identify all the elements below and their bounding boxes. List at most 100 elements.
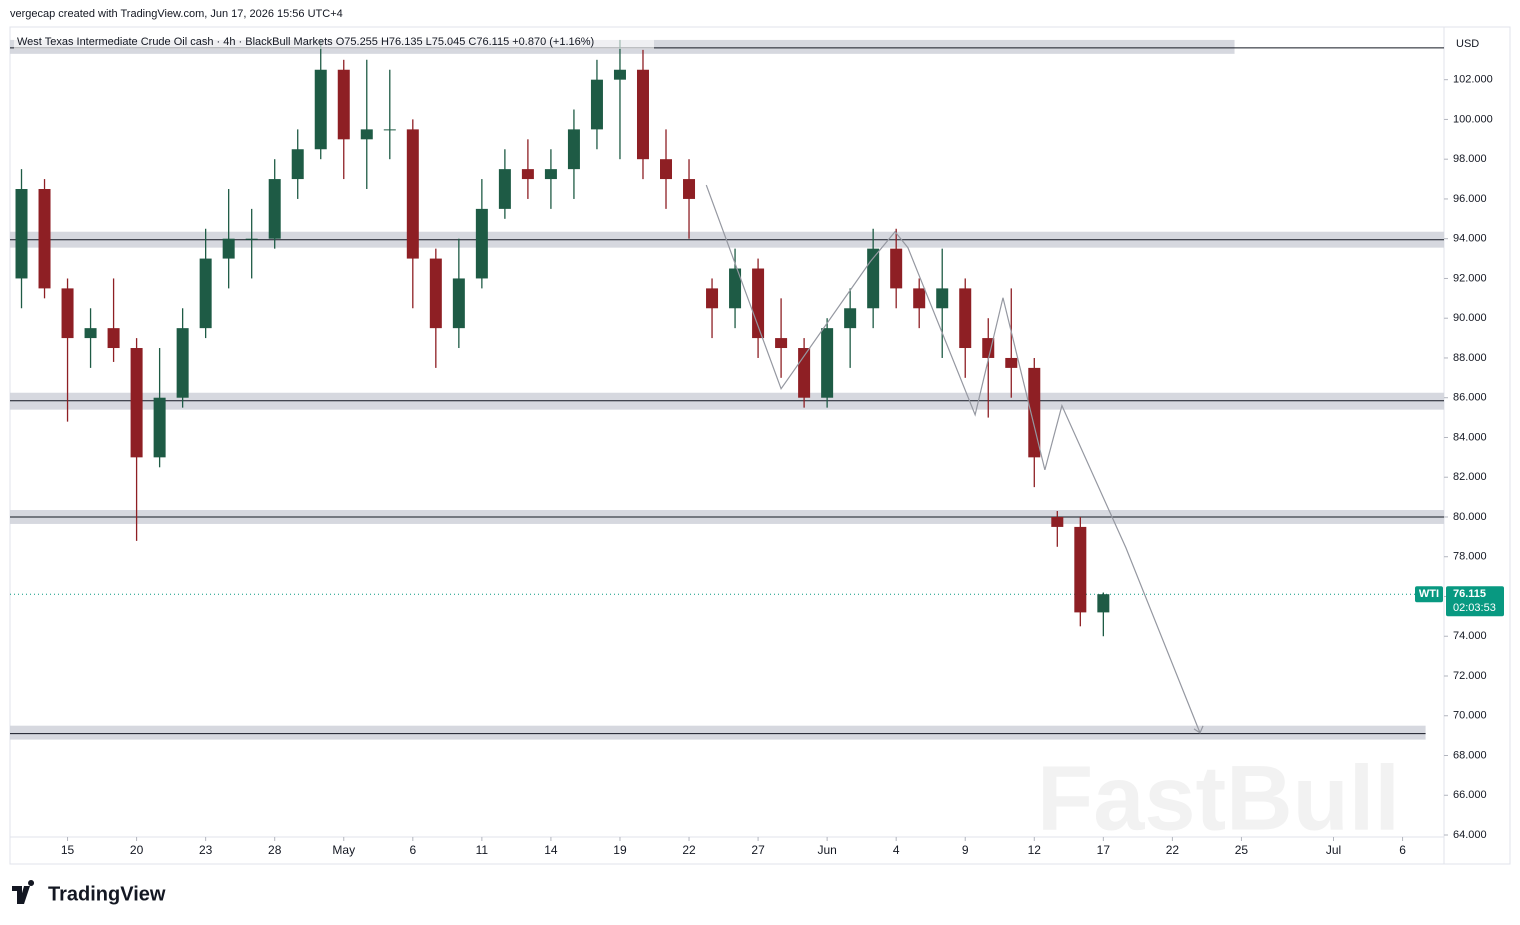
x-tick-label: 25 [1235, 843, 1249, 857]
candle-body [222, 238, 235, 259]
frame [9, 26, 1511, 865]
candle-body [613, 69, 626, 80]
x-tick-label: 22 [682, 843, 696, 857]
candle-body [429, 258, 442, 329]
candle-body [314, 69, 327, 150]
y-tick-label: 66.000 [1453, 789, 1487, 801]
candle-body [176, 328, 189, 398]
candle-body [775, 338, 788, 349]
candle-body [729, 268, 742, 309]
candle-body [268, 179, 281, 239]
x-tick-label: 14 [544, 843, 558, 857]
symbol-label: WTI [1419, 588, 1439, 600]
y-tick-label: 78.000 [1453, 551, 1487, 563]
countdown-label: 02:03:53 [1453, 602, 1496, 614]
x-tick-label: 17 [1097, 843, 1111, 857]
candle-body [867, 248, 880, 309]
candle-body [199, 258, 212, 329]
y-tick-label: 96.000 [1453, 193, 1487, 205]
candle-body [291, 149, 304, 180]
x-tick-label: 22 [1166, 843, 1180, 857]
y-tick-label: 84.000 [1453, 431, 1487, 443]
y-tick-label: 72.000 [1453, 670, 1487, 682]
candle-body [130, 348, 143, 458]
candle-body [590, 79, 603, 130]
candle-body [360, 129, 373, 140]
candle-body [959, 288, 972, 349]
sr-zone [10, 725, 1426, 740]
x-tick-label: 28 [268, 843, 282, 857]
candle-body [683, 179, 696, 199]
x-tick-label: 4 [893, 843, 900, 857]
legend-bg [14, 35, 654, 49]
x-tick-label: 11 [476, 843, 489, 857]
candle-body [475, 208, 488, 279]
tradingview-logo [12, 880, 35, 904]
legend: West Texas Intermediate Crude Oil cash ·… [17, 36, 594, 48]
candle-body [660, 159, 673, 180]
candle-body [383, 129, 396, 131]
candle-body [15, 189, 28, 279]
y-tick-label: 80.000 [1453, 511, 1487, 523]
x-tick-label: 12 [1028, 843, 1042, 857]
y-tick-label: 102.000 [1453, 74, 1493, 86]
y-tick-label: 68.000 [1453, 749, 1487, 761]
x-tick-label: Jul [1326, 843, 1341, 857]
y-tick-label: 64.000 [1453, 829, 1487, 841]
x-tick-label: 6 [409, 843, 416, 857]
candle-body [61, 288, 74, 339]
x-tick-label: 15 [61, 843, 75, 857]
candle-body [406, 129, 419, 259]
watermark: FastBull [1037, 747, 1400, 849]
y-tick-label: 74.000 [1453, 630, 1487, 642]
y-tick-label: 90.000 [1453, 312, 1487, 324]
candle-body [153, 397, 166, 458]
candle-body [1074, 526, 1087, 613]
price-label: 76.115 [1453, 588, 1486, 600]
candle-body [337, 69, 350, 140]
candle-body [1051, 516, 1064, 527]
candle-body [636, 69, 649, 160]
candle-body [84, 328, 97, 339]
x-tick-label: 23 [199, 843, 213, 857]
brand: TradingView [48, 883, 166, 905]
candle-body [844, 308, 857, 329]
candle-body [107, 328, 120, 349]
candle-body [452, 278, 465, 329]
candle-body [567, 129, 580, 170]
x-tick-label: 6 [1399, 843, 1406, 857]
x-tick-label: May [332, 843, 355, 857]
y-tick-label: 86.000 [1453, 392, 1487, 404]
x-tick-label: 20 [130, 843, 144, 857]
y-tick-label: 70.000 [1453, 710, 1487, 722]
y-tick-label: 92.000 [1453, 272, 1487, 284]
x-tick-label: 19 [613, 843, 627, 857]
currency: USD [1456, 38, 1479, 50]
y-tick-label: 100.000 [1453, 113, 1493, 125]
candle-body [245, 238, 258, 240]
x-tick-label: Jun [817, 843, 836, 857]
candle-body [544, 169, 557, 180]
candle-body [913, 288, 926, 309]
candle-body [982, 338, 995, 358]
x-tick-label: 9 [962, 843, 969, 857]
candle-body [936, 288, 949, 309]
y-tick-label: 82.000 [1453, 471, 1487, 483]
candle-body [890, 248, 903, 289]
candle-body [752, 268, 765, 339]
symbol-badge [1415, 586, 1443, 603]
candle-body [1028, 367, 1041, 458]
plot [10, 39, 1444, 740]
candle-body [1005, 357, 1018, 368]
y-tick-label: 98.000 [1453, 153, 1487, 165]
candle-body [521, 169, 534, 180]
x-tick-label: 27 [751, 843, 765, 857]
price-badge [1446, 586, 1504, 617]
header: vergecap created with TradingView.com, J… [10, 8, 343, 20]
candle-body [706, 288, 719, 309]
projection-path [705, 184, 1201, 734]
y-tick-label: 94.000 [1453, 233, 1487, 245]
candle-body [1097, 594, 1110, 613]
